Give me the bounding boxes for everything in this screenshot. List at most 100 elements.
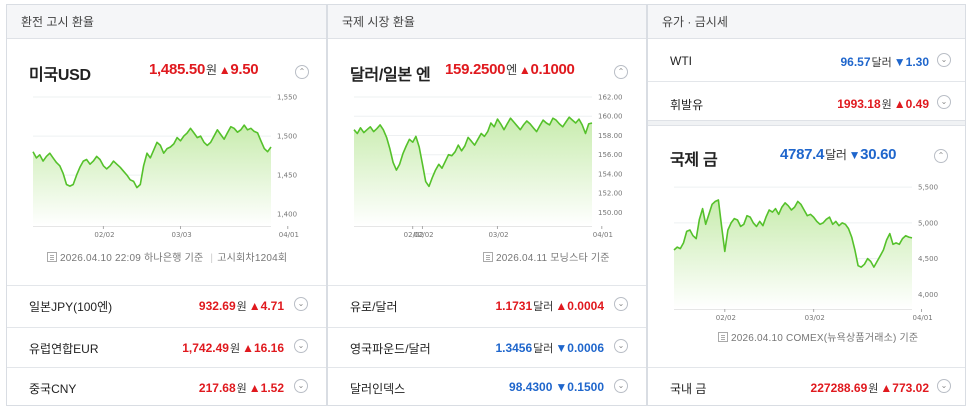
series-line <box>353 116 593 188</box>
row-name[interactable]: 유로/달러 <box>350 300 398 314</box>
main-rate-card[interactable]: 국제 금 4787.4달러 ▼30.60 ⌃ 5,500 5,000 4,500 4,0… <box>648 126 965 366</box>
row-price: 1993.18 <box>837 97 881 111</box>
row-price: 1,742.49 <box>182 341 229 355</box>
down-arrow-icon: ▼ <box>555 380 568 394</box>
row-unit: 달러 <box>533 343 554 355</box>
price-row-wti[interactable]: WTI 96.57달러 ▼1.30 ⌄ <box>648 39 965 81</box>
expand-chevron-icon[interactable]: ⌄ <box>937 53 951 67</box>
jpy-chart: 162.00 160.00 158.00 156.00 154.00 152.00 150.… <box>353 94 623 239</box>
y-tick-label: 156.00 <box>598 151 623 159</box>
rate-unit: 달러 <box>825 148 847 162</box>
row-price: 227288.69 <box>810 381 868 395</box>
expand-chevron-icon[interactable]: ⌄ <box>937 95 951 109</box>
section-divider <box>648 120 965 126</box>
expand-chevron-icon[interactable]: ⌃ <box>295 65 309 79</box>
row-value: 1.1731달러 ▲0.0004 <box>495 298 604 314</box>
row-name[interactable]: 유럽연합EUR <box>29 342 99 356</box>
rate-value: 1,485.50 <box>149 61 205 78</box>
up-arrow-icon: ▲ <box>242 341 254 355</box>
expand-chevron-icon[interactable]: ⌄ <box>614 297 628 311</box>
gold-chart: 5,500 5,000 4,500 4,000 02/02 03/02 04/01 <box>673 184 938 322</box>
down-arrow-icon: ▼ <box>848 148 861 162</box>
y-tick-label: 158.00 <box>598 132 623 140</box>
panel-header[interactable]: 환전 고시 환율 <box>7 5 326 39</box>
expand-chevron-icon[interactable]: ⌄ <box>294 379 308 393</box>
main-rate-value: 1,485.50원 ▲9.50 <box>149 61 259 78</box>
rate-value: 159.2500 <box>445 61 506 78</box>
row-unit: 달러 <box>871 57 892 69</box>
expand-chevron-icon[interactable]: ⌃ <box>614 65 628 79</box>
series-line <box>32 124 272 189</box>
row-name[interactable]: 휘발유 <box>670 98 704 112</box>
x-tick-label: 04/01 <box>279 231 299 239</box>
rate-row-dxy[interactable]: 달러인덱스 98.4300 ▼0.1500 ⌄ <box>328 367 646 405</box>
row-change: 773.02 <box>892 381 929 395</box>
source-info: 2026.04.10 22:09 하나은행 기준 | 고시회차1204회 <box>47 249 287 264</box>
panel-header[interactable]: 유가 · 금시세 <box>648 5 965 39</box>
source-text: 2026.04.10 COMEX(뉴욕상품거래소) 기준 <box>731 333 919 344</box>
rate-unit: 엔 <box>506 63 517 77</box>
main-rate-value: 159.2500엔 ▲0.1000 <box>445 61 575 78</box>
x-tick-label: 03/03 <box>171 231 191 239</box>
main-rate-title[interactable]: 미국USD <box>29 67 91 84</box>
row-name[interactable]: 중국CNY <box>29 382 77 396</box>
main-rate-card[interactable]: 달러/일본 엔 159.2500엔 ▲0.1000 ⌃ 162.00 160.00 1… <box>328 39 646 285</box>
expand-chevron-icon[interactable]: ⌄ <box>614 379 628 393</box>
x-tick-label: 03/02 <box>488 231 508 239</box>
rate-unit: 원 <box>206 63 217 77</box>
panel-header[interactable]: 국제 시장 환율 <box>328 5 646 39</box>
y-tick-label: 1,550 <box>277 94 297 102</box>
rate-row-gbpusd[interactable]: 영국파운드/달러 1.3456달러 ▼0.0006 ⌄ <box>328 327 646 365</box>
source-text: 2026.04.10 22:09 하나은행 기준 <box>60 253 204 264</box>
expand-chevron-icon[interactable]: ⌃ <box>934 149 948 163</box>
expand-chevron-icon[interactable]: ⌄ <box>614 339 628 353</box>
rate-row-eurusd[interactable]: 유로/달러 1.1731달러 ▲0.0004 ⌄ <box>328 285 646 323</box>
price-row-gasoline[interactable]: 휘발유 1993.18원 ▲0.49 ⌄ <box>648 81 965 121</box>
area-fill <box>33 125 271 226</box>
source-info: 2026.04.11 모닝스타 기준 <box>483 249 610 264</box>
y-tick-label: 162.00 <box>598 94 623 102</box>
y-tick-label: 154.00 <box>598 170 623 178</box>
up-arrow-icon: ▲ <box>248 381 261 395</box>
x-tick-label: 02/02 <box>413 231 433 239</box>
row-name[interactable]: 일본JPY(100엔) <box>29 300 113 314</box>
row-value: 98.4300 ▼0.1500 <box>509 380 604 394</box>
y-tick-label: 4,500 <box>918 255 938 263</box>
y-tick-label: 152.00 <box>598 190 623 198</box>
rate-row-jpy[interactable]: 일본JPY(100엔) 932.69원 ▲4.71 ⌄ <box>7 285 326 323</box>
expand-chevron-icon[interactable]: ⌄ <box>937 379 951 393</box>
down-arrow-icon: ▼ <box>555 341 568 355</box>
x-tick-label: 02/02 <box>716 314 736 322</box>
row-name[interactable]: 영국파운드/달러 <box>350 342 431 356</box>
up-arrow-icon: ▲ <box>518 63 531 77</box>
row-change: 0.49 <box>905 97 929 111</box>
row-value: 1993.18원 ▲0.49 <box>837 96 929 112</box>
row-unit: 원 <box>868 383 879 395</box>
main-rate-card[interactable]: 미국USD 1,485.50원 ▲9.50 ⌃ 1,550 1,500 1,450 1,… <box>7 39 326 285</box>
rate-change: 0.1000 <box>530 61 575 78</box>
row-price: 98.4300 <box>509 380 553 394</box>
y-tick-label: 1,450 <box>277 172 297 180</box>
area-fill <box>354 117 592 226</box>
row-price: 932.69 <box>198 299 236 313</box>
row-name[interactable]: 국내 금 <box>670 382 707 396</box>
rate-row-eur[interactable]: 유럽연합EUR 1,742.49원 ▲16.16 ⌄ <box>7 327 326 365</box>
up-arrow-icon: ▲ <box>218 63 231 77</box>
expand-chevron-icon[interactable]: ⌄ <box>294 297 308 311</box>
panel-oil-gold: 유가 · 금시세 WTI 96.57달러 ▼1.30 ⌄ 휘발유 1993.18원… <box>647 4 966 406</box>
row-name[interactable]: 달러인덱스 <box>350 382 406 396</box>
expand-chevron-icon[interactable]: ⌄ <box>294 339 308 353</box>
row-name[interactable]: WTI <box>670 54 692 68</box>
panel-exchange-notice: 환전 고시 환율 미국USD 1,485.50원 ▲9.50 ⌃ 1,550 1,5… <box>6 4 327 406</box>
panel-intl-exchange: 국제 시장 환율 달러/일본 엔 159.2500엔 ▲0.1000 ⌃ 162.… <box>327 4 647 406</box>
row-price: 1.3456 <box>495 341 533 355</box>
x-tick-label: 02/02 <box>404 231 424 239</box>
price-row-domestic-gold[interactable]: 국내 금 227288.69원 ▲773.02 ⌄ <box>648 367 965 405</box>
rate-change: 9.50 <box>230 61 259 78</box>
up-arrow-icon: ▲ <box>555 299 568 313</box>
main-rate-title[interactable]: 달러/일본 엔 <box>350 67 431 84</box>
rate-row-cny[interactable]: 중국CNY 217.68원 ▲1.52 ⌄ <box>7 367 326 405</box>
row-unit: 원 <box>881 99 892 111</box>
row-value: 1,742.49원 ▲16.16 <box>182 340 284 356</box>
main-rate-title[interactable]: 국제 금 <box>670 152 718 169</box>
